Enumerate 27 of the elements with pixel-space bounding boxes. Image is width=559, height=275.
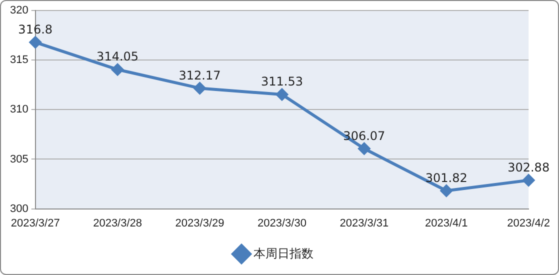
y-tick-label: 300 — [10, 202, 28, 215]
point — [358, 142, 370, 155]
point — [440, 184, 452, 197]
data-label: 302.88 — [508, 160, 550, 174]
x-tick-label: 2023/3/28 — [93, 217, 142, 230]
x-tick-label: 2023/3/30 — [258, 217, 306, 230]
point — [29, 36, 42, 48]
x-tick-label: 2023/4/2 — [507, 217, 550, 230]
x-tick-label: 2023/3/29 — [175, 217, 224, 230]
point — [112, 64, 124, 76]
data-label: 311.53 — [260, 74, 303, 89]
data-label: 306.07 — [343, 128, 386, 143]
point — [276, 88, 288, 101]
data-label: 314.05 — [96, 50, 139, 64]
x-tick-label: 2023/3/27 — [10, 217, 60, 230]
point — [522, 174, 535, 186]
y-tick-label: 310 — [10, 104, 28, 116]
point — [194, 82, 206, 94]
data-label: 301.82 — [425, 170, 468, 185]
x-tick-label: 2023/3/31 — [340, 217, 389, 230]
legend-label: 本周日指数 — [254, 246, 314, 260]
data-label: 316.8 — [18, 22, 53, 36]
y-tick-label: 305 — [10, 153, 28, 166]
data-label: 312.17 — [178, 68, 221, 82]
x-tick-label: 2023/4/1 — [424, 217, 468, 230]
y-tick-label: 315 — [10, 54, 28, 66]
y-tick-label: 320 — [10, 4, 28, 17]
